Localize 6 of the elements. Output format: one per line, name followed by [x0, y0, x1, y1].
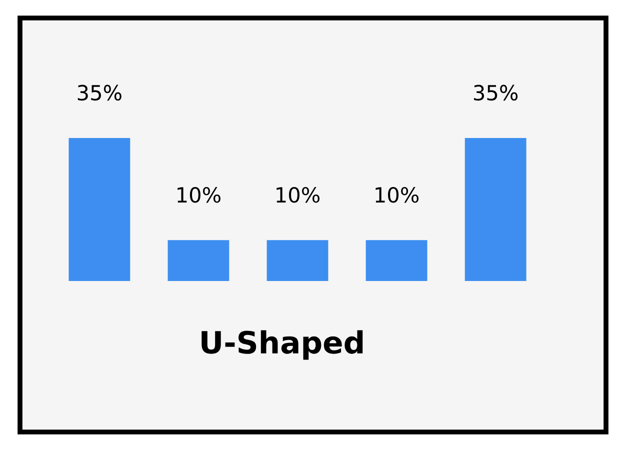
data-label: 35% [474, 84, 518, 101]
data-label: 10% [178, 186, 220, 203]
data-label: 10% [276, 186, 320, 203]
data-label: 10% [376, 186, 419, 203]
data-label: 35% [78, 84, 122, 101]
text: U-Shaped [202, 330, 363, 360]
